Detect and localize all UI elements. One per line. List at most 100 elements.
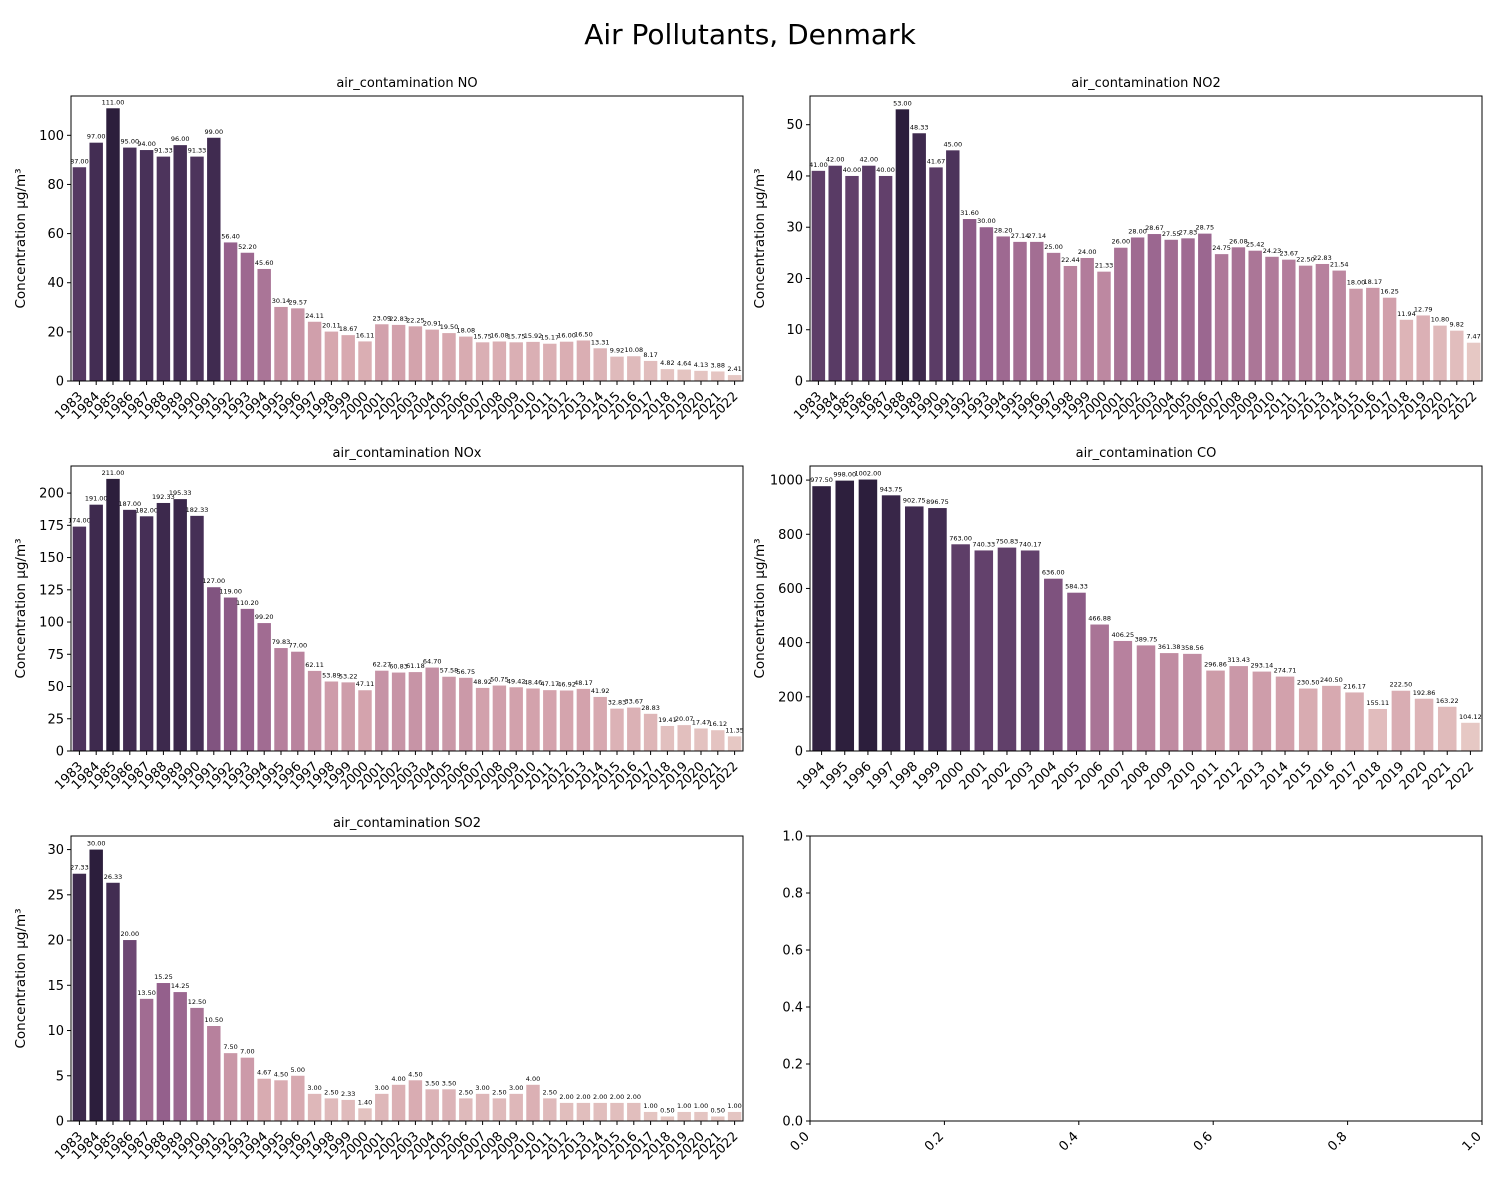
bar — [459, 1098, 473, 1121]
bar-value-label: 358.56 — [1181, 644, 1204, 652]
bar-value-label: 23.67 — [1279, 250, 1298, 258]
subplot-2: air_contamination NO241.0042.0040.0042.0… — [752, 76, 1483, 423]
y-tick-label: 10 — [47, 1024, 64, 1039]
figure-title: Air Pollutants, Denmark — [584, 18, 916, 51]
bar — [492, 685, 507, 751]
bar — [881, 495, 901, 751]
bar-value-label: 11.94 — [1397, 310, 1416, 318]
bar — [459, 336, 473, 381]
bar — [274, 1080, 288, 1121]
bar — [123, 509, 137, 751]
bar — [358, 690, 372, 751]
bar-value-label: 163.22 — [1436, 697, 1459, 705]
bar — [492, 341, 507, 381]
y-tick-label: 20 — [47, 325, 64, 340]
bar — [694, 1111, 708, 1121]
bar-value-label: 32.83 — [608, 699, 627, 707]
y-tick-label: 600 — [778, 582, 803, 597]
subplot-5: air_contamination SO2 27.33 30.00 26.33 20.0… — [13, 816, 744, 1163]
bar-value-label: 16.50 — [574, 330, 593, 338]
y-tick-label: 0 — [56, 1115, 64, 1130]
bar-value-label: 584.33 — [1065, 583, 1088, 591]
bar — [1020, 550, 1040, 751]
bar-value-label: 28.00 — [1128, 227, 1147, 235]
bar — [509, 1093, 523, 1121]
bar — [324, 681, 339, 751]
y-tick-label: 25 — [47, 712, 64, 727]
y-tick-label: 0.2 — [782, 1058, 803, 1073]
bar-value-label: 17.47 — [692, 718, 711, 726]
bar — [324, 1098, 339, 1121]
y-tick-label: 60 — [47, 227, 64, 242]
axes-frame — [70, 465, 744, 752]
bar — [593, 696, 607, 751]
bar-value-label: 2.00 — [627, 1093, 641, 1101]
bar-value-label: 896.75 — [926, 498, 949, 506]
bar — [610, 708, 624, 751]
bar-value-label: 3.00 — [307, 1084, 321, 1092]
bar-value-label: 2.00 — [559, 1093, 573, 1101]
bar — [509, 342, 523, 381]
bar — [274, 648, 288, 751]
bar-value-label: 20.07 — [675, 715, 694, 723]
bar — [1113, 640, 1133, 751]
bar-value-label: 41.00 — [809, 161, 828, 169]
bar — [643, 1111, 658, 1121]
bar-value-label: 3.00 — [475, 1084, 489, 1092]
bar-value-label: 274.71 — [1274, 667, 1297, 675]
bar — [1315, 263, 1330, 381]
bar — [559, 690, 574, 751]
bar — [291, 308, 305, 381]
bar — [811, 170, 826, 381]
bar — [72, 526, 87, 751]
bar-value-label: 27.14 — [1027, 232, 1046, 240]
bar — [627, 356, 641, 381]
bar-value-label: 53.00 — [893, 99, 912, 107]
bar — [257, 268, 271, 381]
bar — [996, 236, 1010, 381]
bar — [408, 1080, 423, 1121]
bar — [72, 167, 87, 381]
bar — [526, 1084, 540, 1121]
bar-value-label: 94.00 — [137, 140, 156, 148]
bar-value-label: 182.00 — [135, 506, 158, 514]
bar-value-label: 30.14 — [272, 297, 291, 305]
bar-value-label: 2.50 — [492, 1088, 506, 1096]
subplot-title: air_contamination NO — [336, 76, 477, 91]
bar — [974, 550, 994, 751]
bar-value-label: 14.25 — [171, 982, 190, 990]
bar — [1248, 250, 1262, 381]
bar-value-label: 23.09 — [372, 314, 391, 322]
bar-value-label: 4.00 — [391, 1075, 405, 1083]
bar — [425, 1089, 439, 1121]
bar — [962, 219, 977, 381]
bar-value-label: 61.18 — [406, 662, 425, 670]
y-tick-label: 100 — [39, 129, 64, 144]
bar — [928, 508, 947, 751]
bar — [559, 341, 574, 381]
bar — [106, 108, 120, 381]
bar — [307, 1093, 322, 1121]
bar — [223, 1053, 238, 1121]
bar — [559, 1102, 574, 1121]
bar — [1282, 259, 1296, 381]
bar-value-label: 25.42 — [1246, 241, 1265, 249]
bar-value-label: 40.00 — [843, 166, 862, 174]
bar — [905, 506, 924, 751]
subplot-title: air_contamination NO2 — [1071, 76, 1221, 91]
y-tick-label: 0 — [795, 375, 803, 390]
bar — [677, 369, 691, 381]
y-tick-label: 20 — [786, 272, 803, 287]
y-tick-label: 30 — [786, 221, 803, 236]
bar-value-label: 47.17 — [540, 680, 559, 688]
bar — [1130, 237, 1145, 381]
y-tick-label: 125 — [39, 583, 64, 598]
bar — [123, 147, 137, 381]
bar — [307, 670, 322, 751]
bar — [1214, 254, 1229, 381]
y-tick-label: 40 — [47, 276, 64, 291]
y-tick-label: 0 — [56, 375, 64, 390]
bar-value-label: 4.50 — [408, 1070, 422, 1078]
bar — [1080, 257, 1094, 381]
bar-value-label: 296.86 — [1204, 661, 1227, 669]
